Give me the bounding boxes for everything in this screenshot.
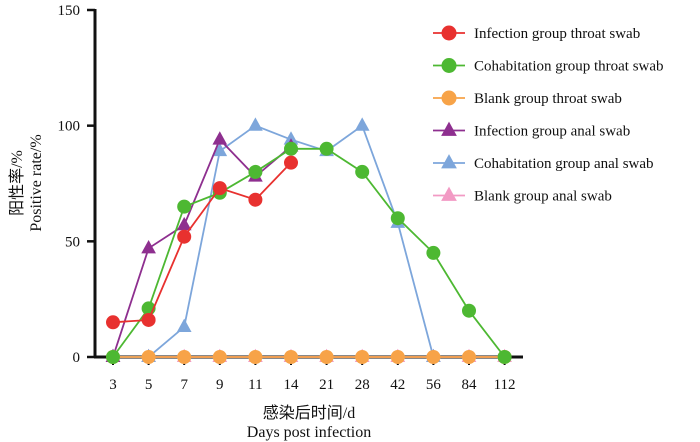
data-point [212, 131, 228, 145]
data-point [390, 350, 405, 364]
legend-marker [441, 58, 457, 73]
data-point [106, 350, 120, 364]
data-point [319, 141, 334, 156]
y-axis-title-line-1: 阳性率/% [8, 150, 26, 216]
legend-marker [441, 25, 457, 41]
x-tick-label: 84 [462, 377, 478, 393]
x-tick-label: 56 [426, 377, 442, 393]
legend-label: Blank group throat swab [474, 91, 622, 107]
legend-marker [441, 90, 457, 106]
x-tick-label: 7 [180, 377, 188, 393]
legend-entry: Blank group throat swab [433, 90, 622, 107]
data-point [319, 350, 334, 364]
data-point [141, 240, 156, 254]
legend-entry: Blank group anal swab [433, 186, 612, 205]
y-tick-label: 0 [73, 350, 81, 366]
legend-label: Infection group anal swab [474, 124, 630, 140]
data-point [248, 192, 263, 207]
legend-label: Blank group anal swab [474, 189, 612, 205]
legend-marker [441, 154, 457, 169]
legend-marker [441, 121, 457, 136]
data-point [284, 350, 298, 364]
data-point [176, 216, 192, 231]
data-point [284, 155, 298, 170]
data-point [212, 181, 227, 196]
axes [93, 9, 523, 359]
series-line [113, 124, 435, 358]
x-axis-title-line-2: Days post infection [247, 424, 371, 441]
data-point [426, 350, 441, 364]
legend-entry: Infection group anal swab [433, 121, 630, 140]
legend-label: Cohabitation group anal swab [474, 156, 654, 172]
data-point [177, 199, 192, 214]
x-tick-label: 9 [216, 377, 224, 393]
data-point [497, 350, 512, 364]
x-axis-title-line-1: 感染后时间/d [263, 404, 355, 422]
data-point [355, 164, 370, 179]
data-point [212, 350, 227, 364]
y-tick-label: 50 [65, 234, 80, 250]
x-tick-label: 42 [390, 377, 405, 393]
x-tick-label: 14 [284, 377, 300, 393]
data-point [248, 117, 263, 131]
data-point [141, 350, 156, 364]
y-tick-label: 100 [58, 119, 81, 135]
x-tick-label: 28 [355, 377, 370, 393]
legend-entry: Cohabitation group throat swab [433, 58, 664, 75]
data-point [462, 350, 476, 364]
y-axis-title-line-2: Positive rate/% [28, 134, 45, 231]
data-point [462, 303, 476, 318]
series-infection-group-throat-swab [106, 155, 298, 330]
series-cohabitation-group-anal-swab [105, 117, 441, 363]
x-tick-label: 5 [145, 377, 153, 393]
y-ticks: 0 50 100 150 [58, 3, 95, 366]
legend-marker [441, 186, 457, 201]
series-line [112, 137, 292, 358]
data-point [248, 164, 263, 179]
data-point [106, 315, 120, 330]
data-point [212, 142, 228, 157]
y-axis-title: 阳性率/% Positive rate/% [8, 134, 45, 231]
data-point [177, 350, 192, 364]
series-blank-group-throat-swab [106, 350, 512, 364]
data-point [283, 131, 299, 145]
x-tick-label: 112 [494, 377, 516, 393]
data-point [177, 229, 192, 244]
x-tick-label: 11 [248, 377, 262, 393]
data-point [355, 350, 370, 364]
legend: Infection group throat swab Cohabitation … [433, 25, 664, 205]
data-point [284, 141, 298, 156]
data-point [176, 318, 192, 332]
series-cohabitation-group-throat-swab [106, 141, 512, 364]
series-line [112, 147, 506, 358]
legend-label: Cohabitation group throat swab [474, 59, 664, 75]
x-tick-label: 21 [319, 377, 334, 393]
x-ticks: 3 5 7 9 11 14 21 28 42 56 84 112 [109, 357, 516, 393]
data-point [248, 350, 263, 364]
legend-entry: Infection group throat swab [433, 25, 640, 42]
series-layer [105, 117, 512, 364]
legend-label: Infection group throat swab [474, 26, 640, 42]
data-point [141, 312, 156, 327]
data-point [354, 117, 370, 131]
legend-entry: Cohabitation group anal swab [433, 154, 654, 172]
data-point [390, 211, 405, 226]
data-point [426, 245, 441, 260]
series-blank-group-anal-swab [105, 348, 512, 363]
y-tick-label: 150 [58, 3, 81, 19]
x-tick-label: 3 [109, 377, 117, 393]
